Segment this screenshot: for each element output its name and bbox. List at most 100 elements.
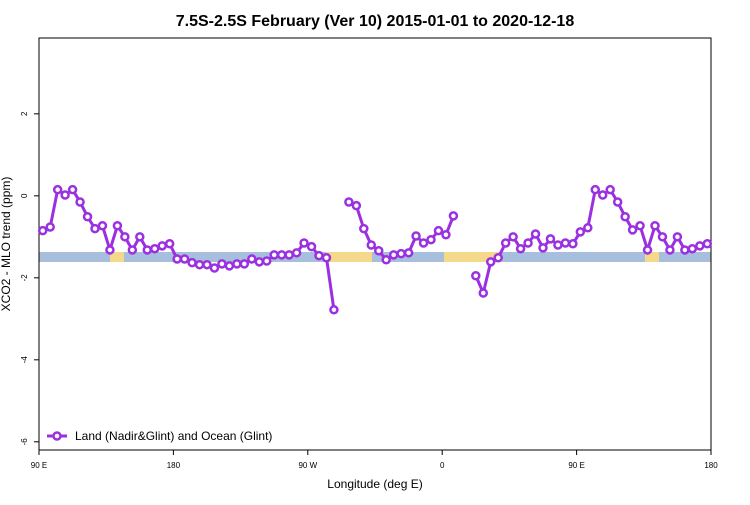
point bbox=[105, 245, 115, 255]
point bbox=[687, 243, 698, 254]
point bbox=[37, 225, 48, 236]
point bbox=[276, 250, 287, 260]
x-tick-label: 180 bbox=[167, 461, 181, 470]
point bbox=[388, 250, 399, 260]
x-tick-label: 0 bbox=[440, 461, 445, 470]
point bbox=[314, 250, 324, 261]
x-tick-label: 90 E bbox=[31, 461, 47, 470]
x-tick-label: 180 bbox=[704, 461, 718, 470]
point bbox=[657, 232, 668, 242]
point bbox=[112, 221, 123, 231]
point bbox=[672, 232, 683, 242]
y-tick-label: -6 bbox=[20, 438, 29, 446]
point bbox=[396, 248, 406, 259]
y-tick-label: 2 bbox=[20, 111, 29, 116]
point bbox=[202, 259, 212, 270]
point bbox=[67, 184, 78, 195]
point bbox=[560, 238, 571, 248]
point bbox=[164, 239, 175, 249]
point bbox=[620, 211, 630, 222]
point bbox=[695, 241, 705, 251]
x-axis-label: Longitude (deg E) bbox=[327, 477, 422, 491]
point bbox=[411, 231, 421, 241]
x-tick-label: 90 E bbox=[568, 461, 584, 470]
point bbox=[157, 241, 167, 251]
point bbox=[187, 257, 197, 268]
land-ocean-band bbox=[39, 252, 711, 262]
point bbox=[597, 190, 608, 200]
point bbox=[515, 243, 526, 254]
point bbox=[299, 238, 309, 248]
point bbox=[478, 288, 489, 298]
point bbox=[247, 254, 257, 264]
point bbox=[209, 263, 220, 273]
point bbox=[82, 211, 93, 222]
point bbox=[590, 184, 601, 195]
point bbox=[329, 305, 339, 315]
point bbox=[493, 252, 503, 263]
point bbox=[568, 239, 578, 249]
legend-label: Land (Nadir&Glint) and Ocean (Glint) bbox=[75, 429, 272, 443]
legend-marker bbox=[52, 431, 62, 441]
point bbox=[680, 245, 690, 255]
point bbox=[575, 227, 586, 237]
point bbox=[381, 255, 391, 265]
y-tick-label: -4 bbox=[20, 356, 29, 364]
point bbox=[90, 223, 100, 234]
point bbox=[538, 243, 548, 253]
point bbox=[650, 221, 660, 231]
point bbox=[508, 232, 518, 242]
point bbox=[217, 259, 227, 269]
point bbox=[642, 245, 653, 255]
y-axis-label: XCO2 - MLO trend (ppm) bbox=[0, 177, 13, 312]
point bbox=[254, 257, 265, 267]
point bbox=[172, 254, 182, 264]
point bbox=[135, 232, 145, 242]
point bbox=[351, 200, 362, 211]
point bbox=[418, 238, 429, 248]
y-tick-label: -2 bbox=[20, 274, 29, 282]
point bbox=[500, 238, 511, 248]
point bbox=[269, 250, 279, 260]
point bbox=[441, 230, 451, 240]
point bbox=[583, 223, 593, 233]
point bbox=[45, 222, 55, 232]
point bbox=[127, 245, 138, 255]
point bbox=[344, 197, 354, 207]
point bbox=[306, 241, 317, 252]
point bbox=[471, 271, 481, 281]
point bbox=[120, 232, 130, 242]
point bbox=[60, 190, 70, 200]
point bbox=[426, 234, 436, 245]
point bbox=[635, 221, 645, 231]
point bbox=[52, 184, 63, 195]
point bbox=[612, 197, 623, 207]
point bbox=[605, 184, 615, 195]
point bbox=[553, 240, 563, 250]
point bbox=[194, 259, 205, 270]
point bbox=[291, 248, 302, 258]
point bbox=[433, 225, 444, 236]
point bbox=[224, 261, 235, 271]
point bbox=[545, 234, 556, 244]
point bbox=[485, 257, 496, 267]
point bbox=[149, 243, 160, 254]
chart-title: 7.5S-2.5S February (Ver 10) 2015-01-01 t… bbox=[176, 13, 575, 30]
point bbox=[232, 259, 242, 269]
point bbox=[665, 245, 675, 255]
point bbox=[284, 250, 294, 260]
point bbox=[523, 238, 533, 248]
point bbox=[261, 256, 272, 266]
point bbox=[75, 197, 85, 207]
point bbox=[403, 248, 414, 258]
point bbox=[239, 259, 250, 269]
point bbox=[530, 229, 541, 239]
point bbox=[321, 252, 332, 263]
point bbox=[448, 211, 459, 221]
point bbox=[373, 246, 384, 256]
point bbox=[702, 239, 713, 249]
point bbox=[142, 245, 153, 255]
point bbox=[97, 221, 108, 231]
point bbox=[366, 240, 377, 250]
